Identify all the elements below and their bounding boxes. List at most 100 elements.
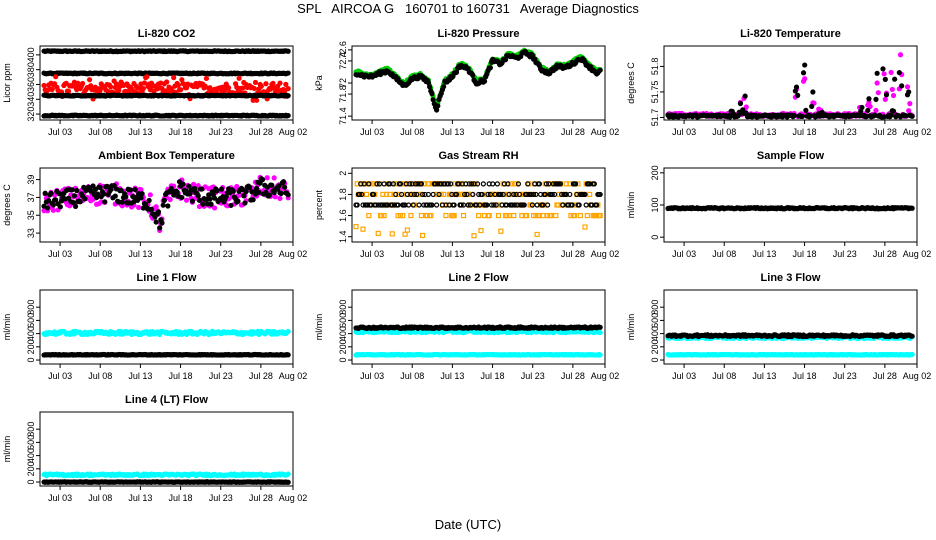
data-point [571,212,578,219]
data-point [882,96,888,102]
data-point [573,181,579,187]
data-point [208,201,214,207]
data-point [727,114,733,120]
series-upper [353,47,603,109]
series-cell [665,62,915,120]
data-point [254,97,260,103]
x-tick-label: Jul 18 [169,249,193,259]
data-point [381,212,387,219]
y-axis-label: Licor ppm [2,63,12,103]
plot-frame [663,45,918,121]
series-reference [353,181,603,208]
y-axis-label: ml/min [2,314,12,341]
data-point [584,212,590,219]
pressure-panel: Li-820 Pressure71.471.87272.472.6kPaJul … [314,28,619,137]
data-point [553,212,559,219]
data-point [569,202,575,208]
data-point [875,90,881,96]
data-point [591,181,597,187]
data-layer [353,181,603,239]
series-flow-B [41,351,291,358]
data-point [411,191,418,198]
data-point [160,202,166,208]
data-point [890,92,897,99]
x-tick-label: Jul 03 [360,371,384,381]
y-tick-label: 200 [26,339,36,354]
data-point [477,202,483,208]
panel-title: Gas Stream RH [438,150,518,162]
series-flow-A [41,328,291,338]
data-point [112,193,118,199]
x-tick-label: Jul 13 [128,127,152,137]
y-tick-label: 380 [26,62,36,77]
data-point [258,83,264,89]
data-point [398,191,405,198]
y-tick-label: 600 [26,435,36,450]
data-point [545,202,551,208]
data-point [178,87,184,93]
data-point [88,83,94,89]
series-flow [665,204,915,212]
x-tick-label: Aug 02 [591,371,620,381]
data-point [487,65,493,71]
x-tick-label: Aug 02 [903,371,932,381]
x-tick-label: Jul 18 [481,127,505,137]
y-tick-label: 33 [26,228,36,238]
data-point [407,181,413,187]
data-point [254,185,260,191]
data-point [397,181,404,187]
data-layer [353,324,603,358]
data-point [464,191,470,198]
data-point [167,196,173,203]
data-point [263,81,269,87]
data-point [909,333,915,339]
series-case [665,52,915,119]
main-title: SPL AIRCOA G 160701 to 160731 Average Di… [297,1,639,16]
data-point [49,86,55,92]
panel-title: Sample Flow [757,150,825,162]
data-point [230,188,236,194]
x-tick-label: Jul 23 [521,249,545,259]
data-point [873,107,879,114]
data-point [211,205,218,211]
y-axis-label: degrees C [2,184,12,226]
data-point [546,181,552,187]
y-tick-label: 600 [26,313,36,328]
data-point [44,205,51,211]
data-point [567,191,573,198]
data-point [429,202,435,208]
data-point [285,70,291,76]
x-tick-label: Jul 08 [88,127,112,137]
data-point [370,191,377,198]
data-point [240,85,246,91]
data-point [56,191,62,197]
data-point [186,183,192,189]
data-point [904,84,911,90]
data-point [165,203,171,209]
data-point [453,69,460,75]
data-point [500,191,506,198]
data-point [743,104,749,110]
data-point [127,187,134,193]
data-point [270,80,276,86]
data-point [53,74,59,80]
data-point [207,196,213,202]
data-point [374,181,380,187]
panel-title: Line 4 (LT) Flow [125,394,208,406]
data-point [228,202,234,209]
data-point [883,92,890,98]
data-point [576,202,582,208]
data-point [50,207,56,213]
data-point [192,185,198,192]
data-point [280,179,287,185]
y-tick-label: 35 [26,210,36,220]
data-point [865,107,871,114]
data-point [448,181,454,187]
data-point [795,92,801,98]
panel-title: Ambient Box Temperature [98,150,235,162]
data-point [791,112,797,119]
